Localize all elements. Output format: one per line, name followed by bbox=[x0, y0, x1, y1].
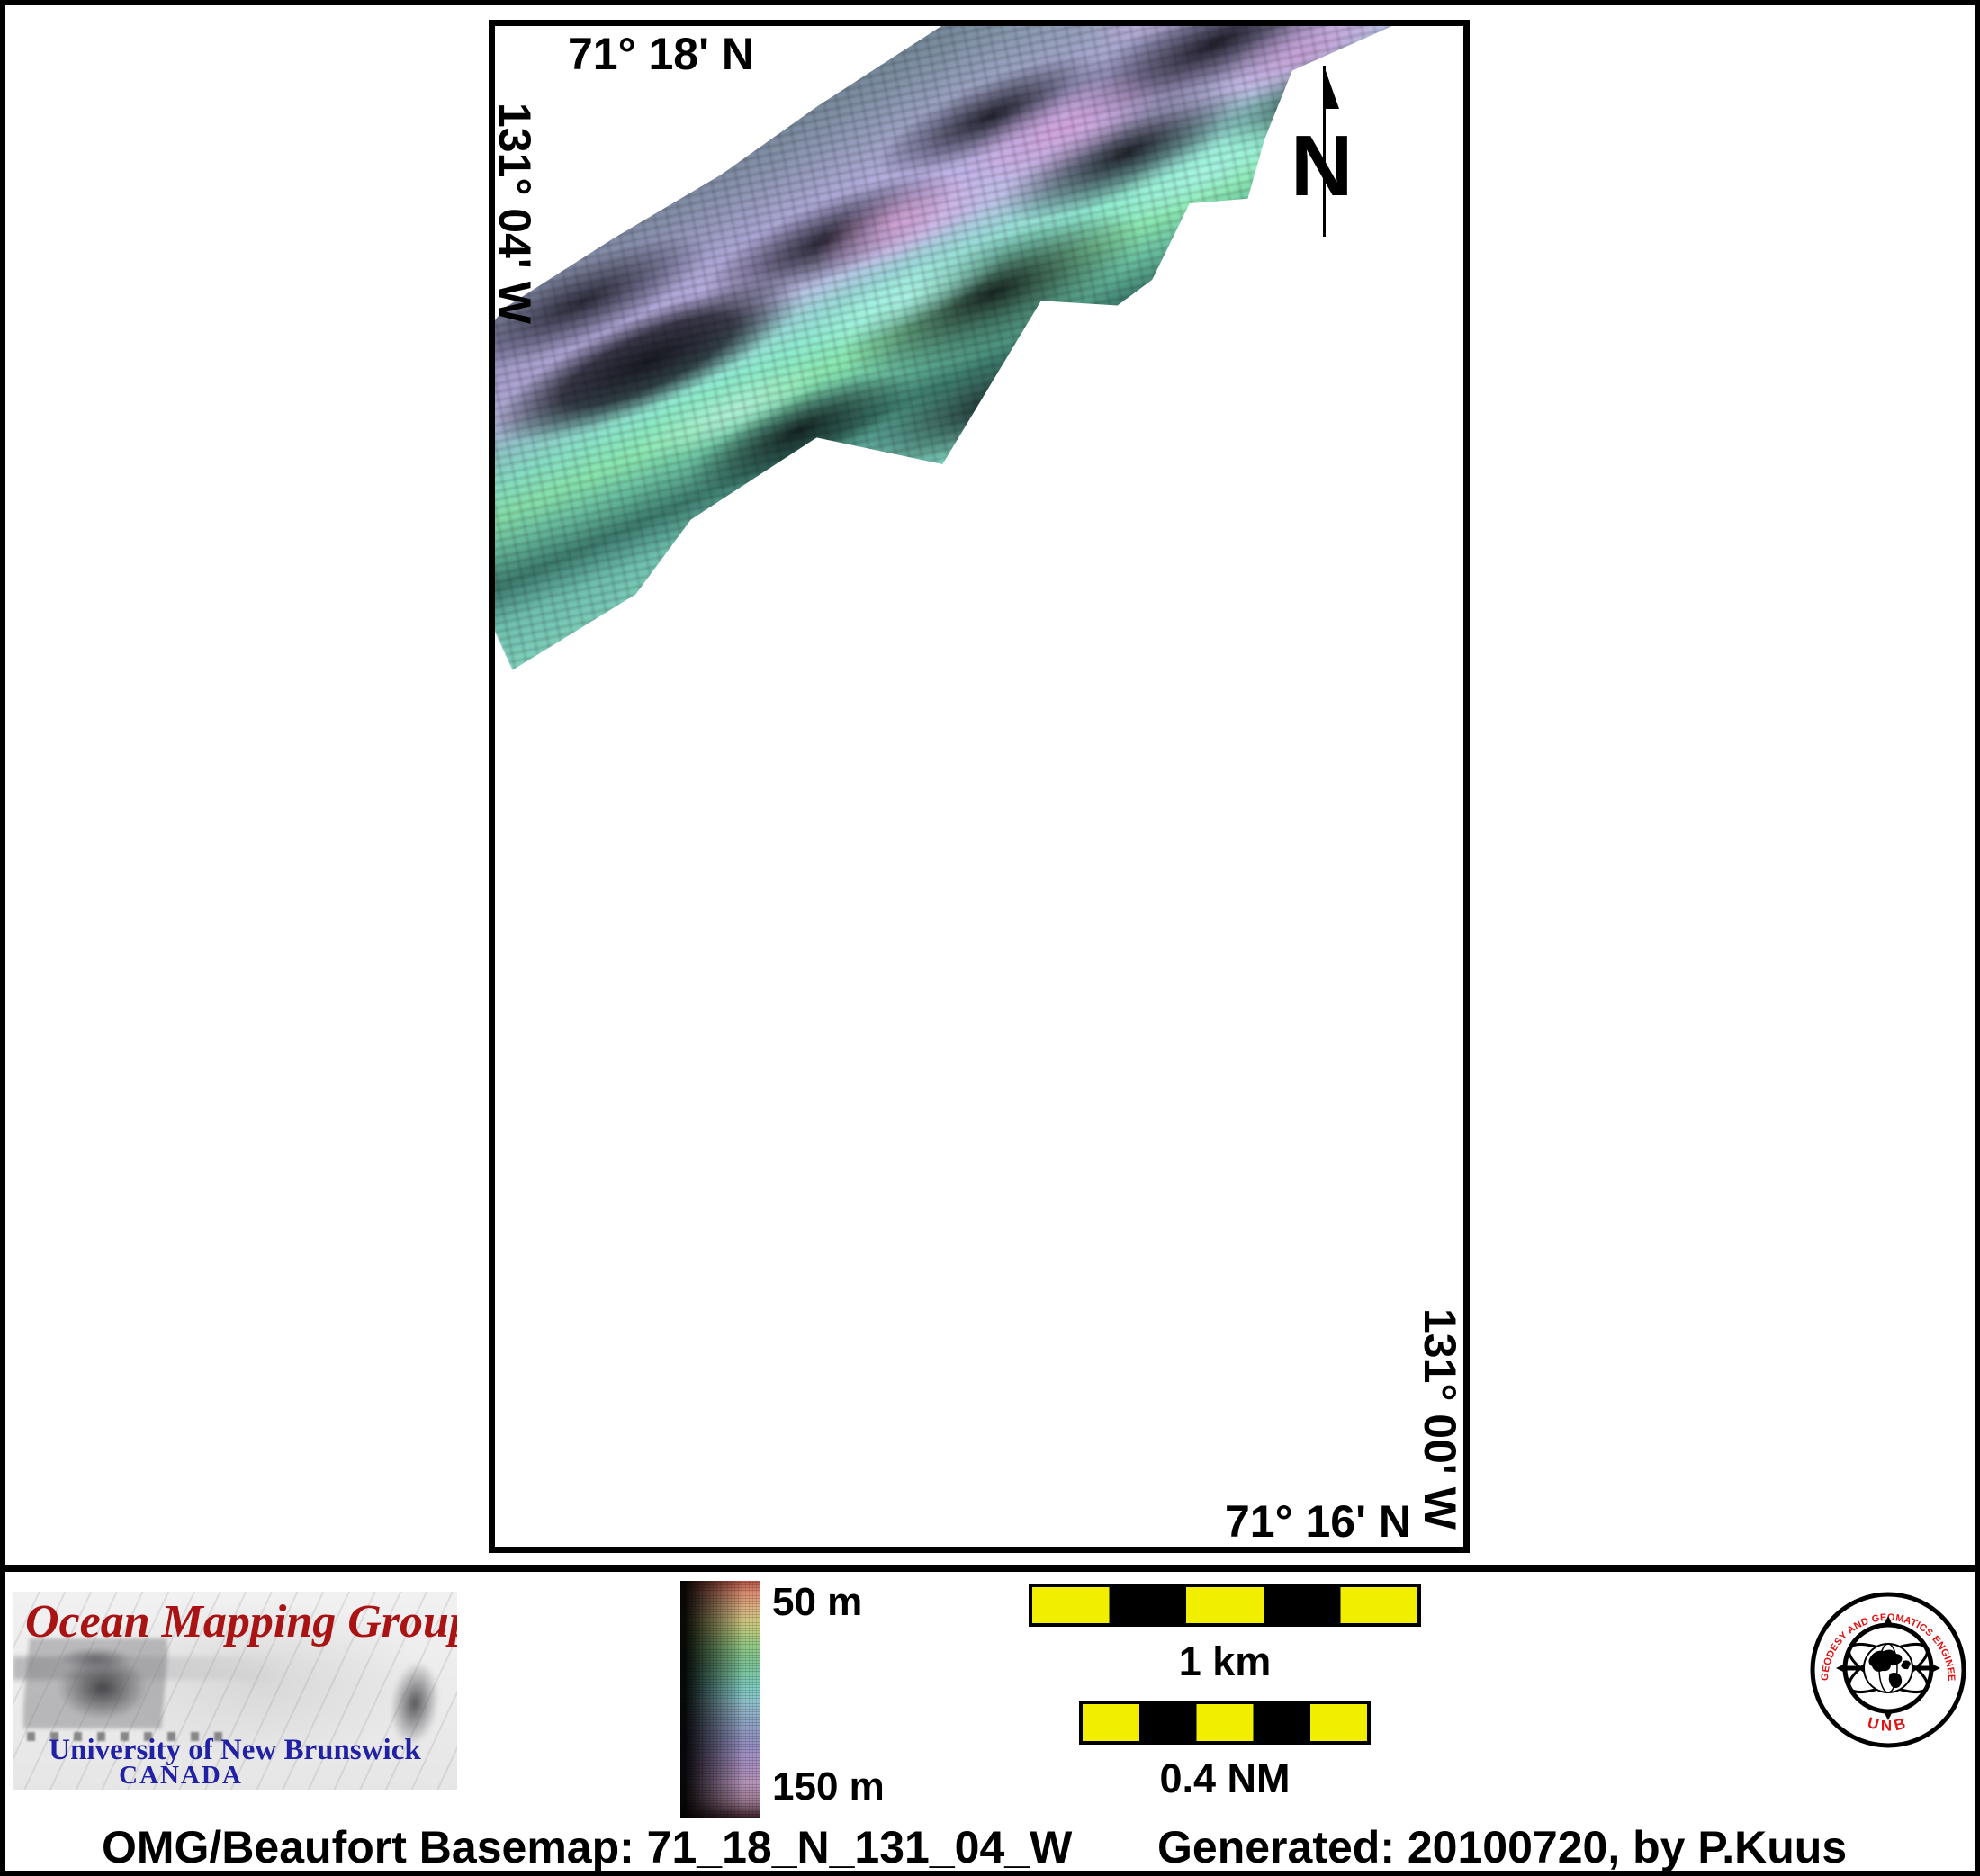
coord-label-left-longitude: 131° 04' W bbox=[490, 103, 540, 324]
map-canvas: 71° 18' N 131° 04' W 131° 00' W 71° 16' … bbox=[495, 26, 1463, 1547]
seal-armillary-globe-icon bbox=[1836, 1616, 1940, 1720]
svg-text:UNB: UNB bbox=[1866, 1714, 1911, 1735]
omg-logo-country: CANADA bbox=[119, 1761, 243, 1790]
omg-logo-institution: University of New Brunswick bbox=[49, 1734, 421, 1766]
caption-basemap: OMG/Beaufort Basemap: 71_18_N_131_04_W bbox=[102, 1822, 1073, 1872]
panel-separator bbox=[5, 1565, 1975, 1572]
map-frame: 71° 18' N 131° 04' W 131° 00' W 71° 16' … bbox=[489, 20, 1470, 1553]
coord-label-right-longitude: 131° 00' W bbox=[1415, 1308, 1465, 1530]
scalebar-kilometers-label: 1 km bbox=[1178, 1638, 1272, 1684]
sonar-image-left bbox=[23, 1638, 167, 1728]
omg-logo-title: Ocean Mapping Group bbox=[25, 1596, 457, 1647]
north-arrow-label: N bbox=[1291, 118, 1354, 214]
depth-colorbar bbox=[680, 1581, 760, 1818]
omg-logo: Ocean Mapping Group University of New Br… bbox=[13, 1592, 457, 1790]
scalebar-kilometers bbox=[1029, 1584, 1421, 1627]
north-arrow-head-icon bbox=[1324, 66, 1339, 109]
seal-acronym-text: UNB bbox=[1866, 1714, 1907, 1735]
unb-seal-logo: GEODESY AND GEOMATICS ENGINEERING UNB bbox=[1809, 1591, 1966, 1748]
sonar-image-dashes bbox=[27, 1732, 234, 1741]
coord-label-top-latitude: 71° 18' N bbox=[568, 29, 755, 79]
depth-colorbar-bottom-label: 150 m bbox=[772, 1764, 885, 1809]
depth-colorbar-top-label: 50 m bbox=[772, 1580, 863, 1624]
north-arrow-line bbox=[1323, 66, 1326, 237]
caption-generated: Generated: 20100720, by P.Kuus bbox=[1157, 1822, 1848, 1872]
coord-label-bottom-latitude: 71° 16' N bbox=[1225, 1496, 1412, 1547]
scalebar-nautical-miles-label: 0.4 NM bbox=[1159, 1755, 1291, 1801]
scalebar-nautical-miles bbox=[1079, 1701, 1371, 1745]
